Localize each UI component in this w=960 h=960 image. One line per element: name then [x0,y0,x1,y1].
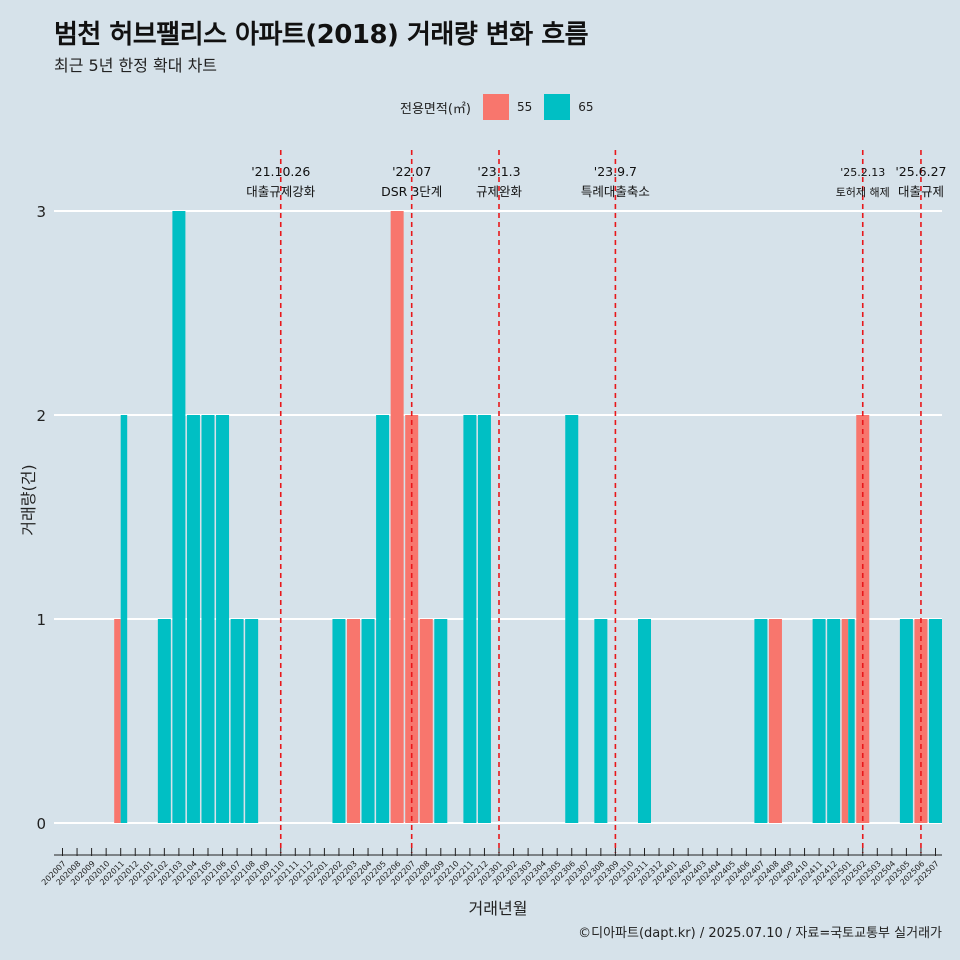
bar-65-202211 [463,415,477,823]
chart-subtitle: 최근 5년 한정 확대 차트 [54,56,218,75]
caption: ©디아파트(dapt.kr) / 2025.07.10 / 자료=국토교통부 실… [578,926,942,941]
legend-title: 전용면적(㎡) [400,101,471,117]
bar-55-202408 [768,619,782,823]
event-date-5: '25.6.27 [895,164,946,179]
y-axis-title: 거래량(건) [19,464,38,535]
bar-65-202011 [120,415,128,823]
bar-65-202505 [899,619,913,823]
bar-65-202311 [638,619,651,823]
event-label-0: 대출규제강화 [246,184,316,199]
event-date-4: '25.2.13 [840,166,885,179]
bar-55-202208 [419,619,433,823]
event-label-4: 토허제 해제 [836,185,890,199]
y-tick-label: 0 [36,815,46,833]
bar-65-202411 [812,619,826,823]
bar-65-202103 [172,211,186,823]
bar-65-202204 [361,619,375,823]
event-date-3: '23.9.7 [594,164,637,179]
bar-55-202501 [841,619,849,823]
bar-55-202011 [114,619,121,823]
y-tick-label: 3 [36,203,46,221]
bar-65-202105 [201,415,215,823]
bar-65-202407 [754,619,768,823]
event-label-5: 대출규제 [898,184,944,199]
bar-65-202212 [477,415,491,823]
bar-65-202501 [848,619,855,823]
y-tick-label: 1 [36,611,46,629]
bar-65-202104 [186,415,200,823]
bar-65-202102 [157,619,171,823]
event-date-2: '23.1.3 [477,164,520,179]
bar-55-202206 [390,211,404,823]
bar-65-202209 [434,619,448,823]
legend-label-55: 55 [516,100,533,114]
legend-item-55: 55 [482,94,533,120]
bar-65-202507 [929,619,942,823]
event-label-3: 특례대출축소 [581,184,650,199]
bar-65-202107 [230,619,244,823]
legend-label-65: 65 [578,100,594,114]
bar-55-202203 [347,619,360,823]
bar-65-202108 [245,619,259,823]
event-date-0: '21.10.26 [251,164,310,179]
event-label-2: 규제완화 [476,184,523,199]
bar-65-202308 [594,619,608,823]
event-date-1: '22.07 [392,164,431,179]
bar-65-202306 [565,415,579,823]
legend-item-65: 65 [544,94,594,120]
chart-title: 범천 허브팰리스 아파트(2018) 거래량 변화 흐름 [54,20,589,50]
legend-swatch-65 [544,94,571,120]
bar-65-202202 [332,619,346,823]
bar-65-202205 [376,415,390,823]
legend: 전용면적(㎡) 55 65 [400,92,594,122]
bar-65-202412 [827,619,841,823]
x-axis-title: 거래년월 [469,899,528,918]
legend-swatch-55 [482,94,509,120]
y-tick-label: 2 [36,407,46,425]
event-label-1: DSR 3단계 [381,184,442,199]
bar-65-202106 [216,415,230,823]
